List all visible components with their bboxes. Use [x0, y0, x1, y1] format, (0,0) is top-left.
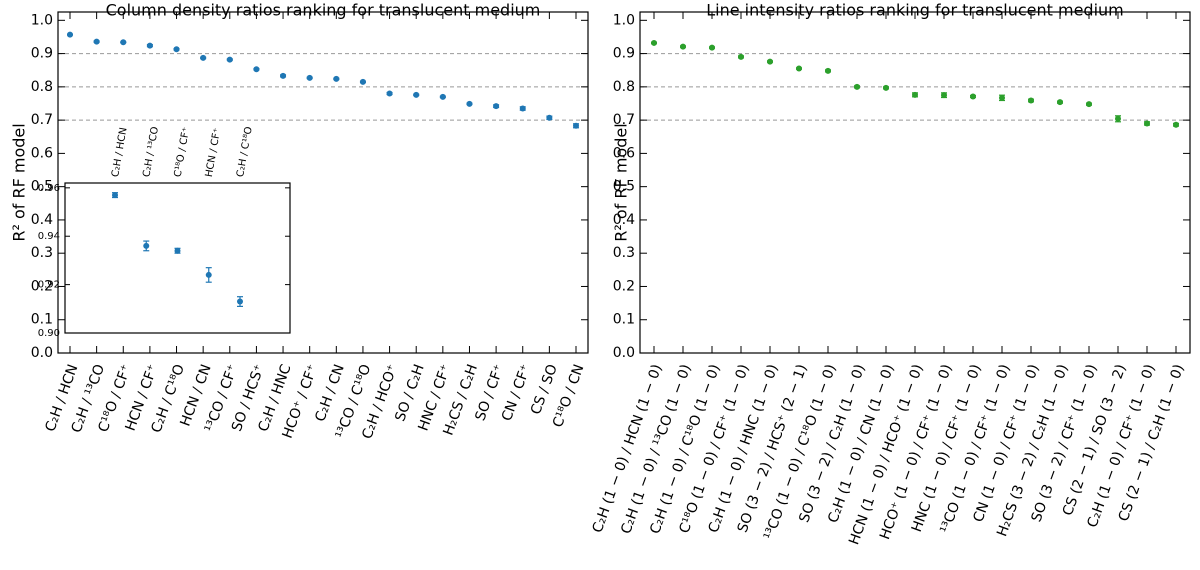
y-tick-label: 1.0 [31, 12, 53, 28]
data-point [226, 56, 233, 63]
y-tick-label: 0.4 [613, 212, 635, 228]
y-tick-label: 0.8 [31, 79, 53, 95]
data-point [120, 39, 127, 46]
inset-background [65, 183, 290, 333]
data-point [1115, 115, 1121, 122]
y-tick-label: 0.7 [31, 112, 53, 128]
data-point [651, 39, 657, 46]
data-point [999, 94, 1005, 101]
y-tick-label: 1.0 [613, 12, 635, 28]
data-point [146, 42, 153, 49]
y-tick-label: 0.2 [31, 278, 53, 294]
data-point [854, 83, 860, 90]
data-point [200, 54, 207, 61]
data-point [883, 84, 889, 91]
plot-frame [64, 182, 291, 334]
data-point [680, 43, 686, 50]
data-point [174, 247, 181, 254]
data-point [306, 74, 313, 81]
x-tick-label: C₂H / ¹³CO [141, 126, 161, 178]
data-point [237, 298, 243, 305]
data-point [709, 44, 715, 51]
data-point [359, 78, 366, 85]
y-tick-label: 0.1 [613, 312, 635, 328]
data-point [253, 66, 260, 73]
y-tick-label: 0.9 [31, 46, 53, 62]
data-point [1144, 120, 1150, 127]
y-tick-label: 0.0 [613, 345, 635, 361]
data-point [573, 122, 579, 129]
data-point [767, 58, 773, 65]
data-point [1028, 97, 1034, 104]
y-tick-label: 0.5 [31, 179, 53, 195]
data-point [546, 114, 553, 121]
x-tick-label: C₂H / C¹⁸O [235, 126, 255, 178]
data-point [143, 242, 150, 249]
x-tick-label: C₂H / HCN [110, 127, 130, 178]
data-point [970, 93, 976, 100]
y-tick-label: 0.6 [613, 145, 635, 161]
y-tick-label: 0.92 [38, 280, 60, 291]
data-point [912, 91, 918, 98]
x-tick-label: HCN / CF⁺ [204, 127, 223, 178]
y-tick-label: 0.96 [38, 183, 60, 194]
y-tick-label: 0.2 [613, 278, 635, 294]
y-tick-label: 0.3 [31, 245, 53, 261]
data-point [439, 93, 446, 100]
y-tick-label: 0.90 [38, 328, 60, 339]
y-tick-label: 0.9 [613, 46, 635, 62]
data-point [67, 31, 73, 38]
data-point [333, 75, 340, 82]
data-point [1173, 121, 1179, 128]
data-point [280, 72, 287, 79]
data-point [386, 90, 393, 97]
data-point [493, 103, 500, 110]
plot-frame [57, 11, 589, 354]
data-point [519, 105, 526, 112]
chart-title: Column density ratios ranking for transl… [106, 1, 541, 20]
y-tick-label: 0.94 [38, 231, 60, 242]
data-point [941, 92, 947, 99]
x-tick-label: C¹⁸O / CF⁺ [173, 126, 193, 178]
data-point [738, 53, 744, 60]
y-tick-label: 0.1 [31, 312, 53, 328]
y-tick-label: 0.3 [613, 245, 635, 261]
data-point [1086, 101, 1092, 108]
data-point [796, 65, 802, 72]
y-tick-label: 0.0 [31, 345, 53, 361]
y-tick-label: 0.8 [613, 79, 635, 95]
y-axis-label: R² of RF model [10, 123, 29, 241]
data-point [173, 46, 180, 53]
y-tick-label: 0.6 [31, 145, 53, 161]
data-point [413, 91, 420, 98]
y-axis-label: R² of RF model [612, 123, 631, 241]
y-tick-label: 0.7 [613, 112, 635, 128]
data-point [112, 192, 118, 199]
plot-frame [639, 11, 1191, 354]
chart-title: Line intensity ratios ranking for transl… [706, 1, 1124, 20]
data-point [205, 271, 212, 278]
data-point [1057, 99, 1063, 106]
data-point [466, 100, 473, 107]
data-point [93, 38, 100, 45]
y-tick-label: 0.4 [31, 212, 53, 228]
y-tick-label: 0.5 [613, 179, 635, 195]
data-point [825, 67, 831, 74]
